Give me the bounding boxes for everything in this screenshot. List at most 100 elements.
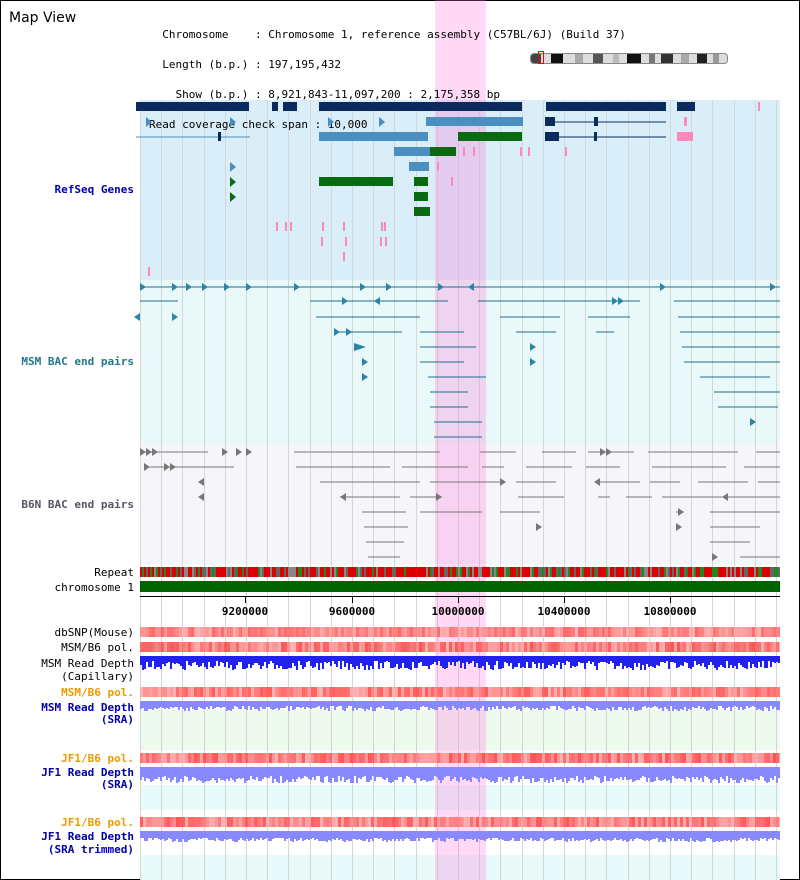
depth-bar: [378, 767, 380, 777]
repeat-segment: [644, 567, 646, 577]
polymorphism-cell: [455, 642, 458, 652]
depth-bar: [400, 656, 402, 668]
polymorphism-cell: [518, 627, 521, 637]
depth-bar: [606, 767, 608, 781]
polymorphism-cell: [215, 817, 218, 827]
polymorphism-cell: [491, 817, 494, 827]
depth-bar: [218, 656, 220, 666]
depth-bar: [298, 767, 300, 777]
repeat-segment: [756, 567, 758, 577]
polymorphism-cell: [470, 642, 473, 652]
depth-bar: [690, 656, 692, 669]
chromosome-ideogram[interactable]: [530, 53, 728, 64]
polymorphism-cell: [305, 753, 308, 763]
polymorphism-cell: [713, 753, 716, 763]
polymorphism-cell: [737, 817, 740, 827]
repeat-segment: [306, 567, 308, 577]
repeat-segment: [656, 567, 658, 577]
depth-bar: [346, 656, 348, 663]
polymorphism-cell: [332, 642, 335, 652]
depth-bar: [720, 656, 722, 665]
depth-bar: [462, 656, 464, 663]
depth-bar: [712, 831, 714, 842]
depth-bar: [338, 701, 340, 706]
polymorphism-cell: [632, 817, 635, 827]
lower-data-tracks[interactable]: [140, 0, 780, 880]
depth-bar: [362, 767, 364, 777]
depth-bar: [668, 656, 670, 669]
depth-bar: [260, 701, 262, 707]
repeat-segment: [192, 567, 194, 577]
repeat-segment: [704, 567, 706, 577]
depth-bar: [448, 767, 450, 776]
polymorphism-cell: [458, 642, 461, 652]
polymorphism-cell: [635, 642, 638, 652]
polymorphism-cell: [308, 817, 311, 827]
depth-bar: [440, 656, 442, 666]
depth-bar: [164, 701, 166, 709]
polymorphism-cell: [344, 627, 347, 637]
polymorphism-cell: [647, 753, 650, 763]
polymorphism-cell: [233, 627, 236, 637]
depth-bar: [578, 831, 580, 841]
polymorphism-cell: [761, 642, 764, 652]
depth-bar: [742, 767, 744, 778]
depth-bar: [538, 831, 540, 841]
depth-bar: [768, 656, 770, 661]
polymorphism-cell: [728, 817, 731, 827]
polymorphism-cell: [620, 642, 623, 652]
polymorphism-cell: [323, 817, 326, 827]
polymorphism-cell: [368, 753, 371, 763]
depth-bar: [450, 656, 452, 665]
depth-bar: [528, 701, 530, 708]
polymorphism-cell: [464, 627, 467, 637]
depth-bar: [376, 656, 378, 661]
repeat-track[interactable]: [140, 567, 780, 577]
depth-bar: [348, 656, 350, 670]
depth-bar: [622, 831, 624, 841]
polymorphism-cell: [779, 627, 780, 637]
depth-bar: [584, 656, 586, 669]
polymorphism-cell: [740, 817, 743, 827]
polymorphism-cell: [755, 687, 758, 697]
depth-bar: [534, 701, 536, 709]
depth-bar: [586, 767, 588, 780]
depth-bar: [648, 831, 650, 841]
depth-bar: [570, 831, 572, 841]
polymorphism-cell: [356, 687, 359, 697]
polymorphism-cell: [347, 753, 350, 763]
depth-bar: [330, 831, 332, 841]
polymorphism-cell: [266, 687, 269, 697]
polymorphism-cell: [191, 642, 194, 652]
depth-bar: [424, 701, 426, 707]
polymorphism-cell: [626, 642, 629, 652]
repeat-segment: [616, 567, 618, 577]
polymorphism-cell: [248, 753, 251, 763]
depth-bar: [358, 831, 360, 839]
polymorphism-cell: [737, 642, 740, 652]
depth-bar: [420, 767, 422, 781]
polymorphism-cell: [164, 642, 167, 652]
depth-bar: [744, 701, 746, 709]
depth-bar: [230, 831, 232, 839]
repeat-segment: [272, 567, 274, 577]
label-msm-b6-pol-1: MSM/B6 pol.: [61, 641, 134, 654]
polymorphism-cell: [344, 753, 347, 763]
chromosome-bar[interactable]: [140, 581, 780, 592]
depth-bar: [190, 831, 192, 839]
polymorphism-cell: [263, 627, 266, 637]
polymorphism-cell: [749, 687, 752, 697]
polymorphism-cell: [170, 642, 173, 652]
polymorphism-cell: [686, 817, 689, 827]
polymorphism-cell: [368, 627, 371, 637]
depth-bar: [760, 701, 762, 710]
repeat-segment: [654, 567, 656, 577]
polymorphism-cell: [428, 817, 431, 827]
polymorphism-cell: [659, 627, 662, 637]
repeat-segment: [604, 567, 606, 577]
depth-bar: [420, 831, 422, 838]
depth-bar: [472, 831, 474, 840]
